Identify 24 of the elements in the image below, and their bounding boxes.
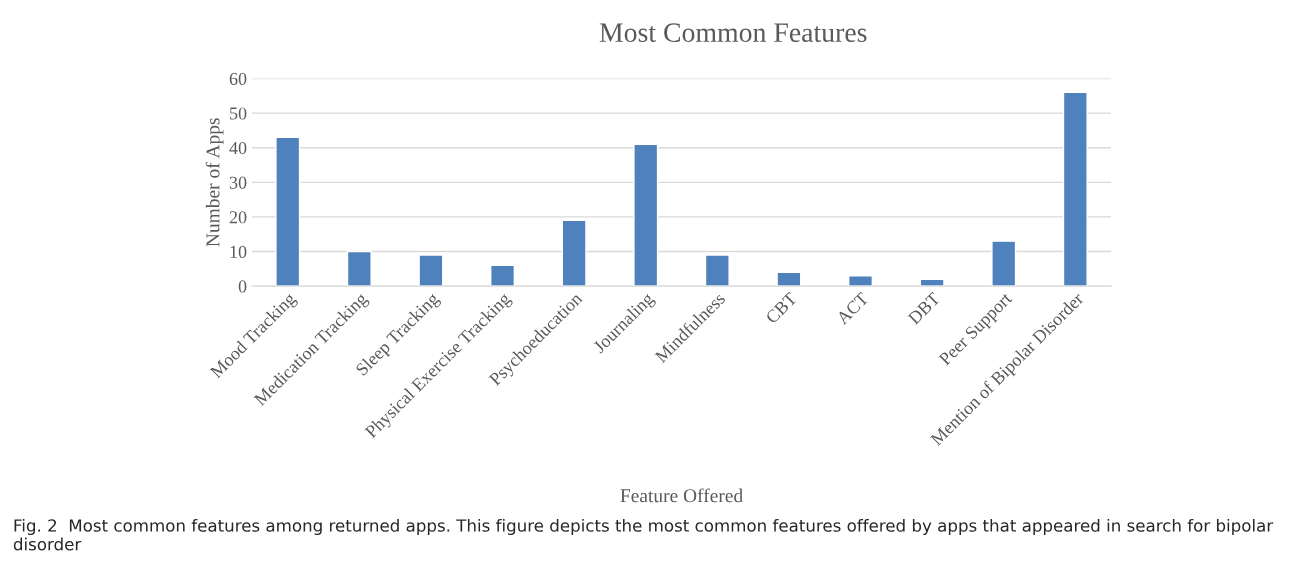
bar <box>490 264 516 287</box>
bar <box>919 278 945 287</box>
bar <box>1062 91 1088 287</box>
y-tick-label: 20 <box>229 211 247 224</box>
bar <box>776 271 802 287</box>
bar <box>561 219 587 287</box>
y-axis-title: Number of Apps <box>205 118 224 247</box>
y-tick-label: 10 <box>230 245 247 258</box>
bar <box>418 254 444 287</box>
chart-title: Most Common Features <box>599 23 867 42</box>
y-tick-label: 60 <box>229 72 247 85</box>
bar <box>704 254 730 287</box>
x-axis-title: Feature Offered <box>620 488 743 503</box>
y-tick-label: 30 <box>229 176 247 189</box>
bar <box>633 143 659 287</box>
bar <box>275 136 301 287</box>
bar <box>848 275 874 287</box>
bar <box>991 240 1017 287</box>
caption: Fig. 2 Most common features among returned apps. This figure depicts the most common features offered by apps that appeared in search for bipolar disorder <box>13 518 1274 551</box>
y-tick-label: 40 <box>229 141 247 155</box>
bar <box>346 250 372 287</box>
y-tick-label: 50 <box>230 107 247 120</box>
y-tick-label: 0 <box>238 280 247 293</box>
x-tick-label: CBT <box>765 291 798 325</box>
